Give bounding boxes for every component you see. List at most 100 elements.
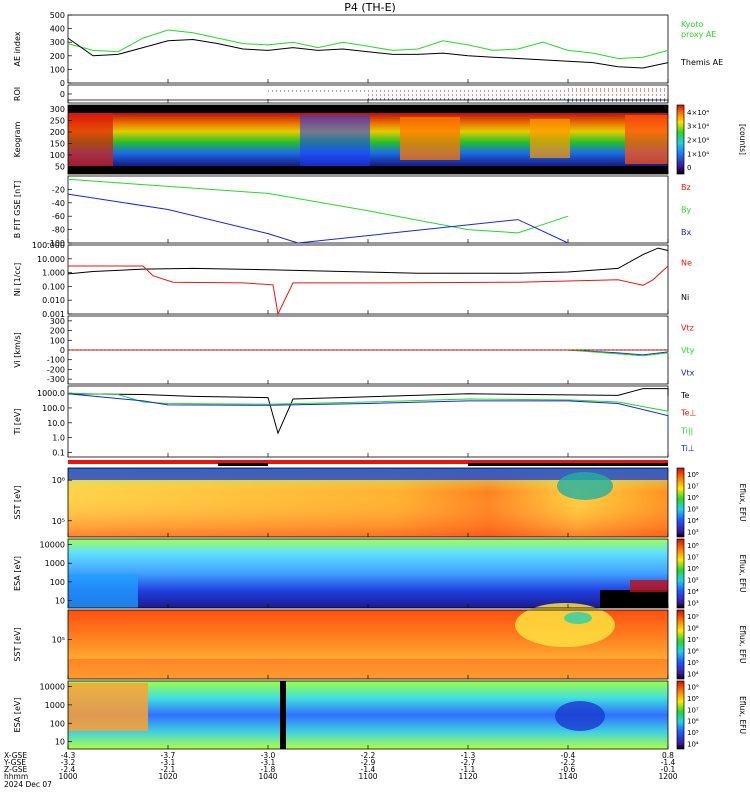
series-label: Ne	[681, 258, 692, 267]
footer-value: -1.4	[361, 765, 376, 774]
footer-value: -1.4	[661, 758, 676, 767]
series-label: Themis AE	[680, 58, 723, 67]
series-label: Te⊥	[680, 409, 696, 418]
sst-ion-lowcount-band	[68, 468, 668, 480]
y-tick-label: 300	[50, 38, 65, 47]
panel-frame-ni	[67, 244, 669, 315]
series-line-bfit	[67, 178, 569, 234]
colorbar-tick-label: 10⁶	[687, 718, 699, 726]
colorbar-tick-label: 10⁸	[687, 542, 699, 550]
sst-electron-blob	[515, 603, 615, 647]
footer-value: 1000	[58, 772, 77, 781]
panel-frame-ae	[67, 14, 669, 84]
y-tick-label: 10000	[40, 541, 65, 550]
series-label: Te	[680, 391, 690, 400]
y-axis-label: SST [eV]	[13, 485, 22, 519]
y-tick-label: 200	[50, 128, 65, 137]
footer-value: 1040	[258, 772, 277, 781]
colorbar-label: Eflux, EFU	[738, 626, 747, 664]
y-tick-label: 1.0	[52, 434, 65, 443]
footer-value: -3.7	[161, 751, 176, 760]
y-tick-label: -40	[52, 199, 65, 208]
colorbar-esa_i	[676, 538, 685, 609]
footer-value: 1120	[458, 772, 477, 781]
footer-row-label: hhmm	[4, 772, 28, 781]
footer-value: 0.8	[662, 751, 674, 760]
y-tick-label: -20	[52, 185, 65, 194]
footer-value: -2.9	[361, 758, 376, 767]
colorbar-tick-label: 10⁵	[687, 576, 699, 584]
series-label: Vtz	[681, 323, 694, 332]
y-tick-label: 10.0	[47, 419, 65, 428]
footer-value: -3.2	[61, 758, 76, 767]
footer-value: -0.1	[661, 765, 676, 774]
esa-ion-dropout	[600, 590, 668, 608]
series-label: Vtx	[681, 369, 695, 378]
colorbar-tick-label: 10⁴	[687, 670, 699, 678]
keogram-aurora-band	[530, 119, 570, 158]
state-bar-segment	[468, 463, 668, 466]
y-tick-label: -60	[52, 212, 65, 221]
colorbar-sst_i	[676, 467, 685, 538]
plot-title: P4 (TH-E)	[344, 1, 396, 14]
series-label: Bz	[681, 183, 691, 192]
series-label: By	[681, 206, 691, 215]
y-tick-label: 100	[50, 336, 65, 345]
y-tick-label: 500	[50, 11, 65, 20]
y-tick-label: -100	[47, 239, 65, 248]
series-line-ae	[67, 37, 669, 69]
footer-value: -3.0	[261, 751, 276, 760]
footer-value: 1140	[558, 772, 577, 781]
y-tick-label: 10	[55, 597, 65, 606]
series-label: Vty	[681, 346, 695, 355]
colorbar-tick-label: 10⁶	[687, 565, 699, 573]
y-tick-label: 0	[60, 90, 65, 99]
keogram-aurora-band	[68, 113, 113, 166]
y-tick-label: 1.000	[42, 269, 65, 278]
esa-ion-fill	[68, 539, 668, 608]
colorbar-sst_e	[676, 609, 685, 680]
footer-value: -3.1	[161, 758, 176, 767]
y-tick-label: 10⁵	[52, 517, 65, 526]
colorbar-tick-label: 10³	[687, 599, 699, 607]
colorbar-tick-label: 2×10⁴	[687, 137, 709, 145]
series-label: proxy AE	[681, 30, 716, 39]
sst-electron-high	[68, 659, 668, 679]
colorbar-label: Eflux, EFU	[738, 555, 747, 593]
footer-row-label: Z-GSE	[4, 765, 28, 774]
y-tick-label: 300	[50, 317, 65, 326]
colorbar-label: Eflux, EFU	[738, 696, 747, 734]
y-tick-label: 100.0	[42, 404, 65, 413]
footer-value: 1020	[158, 772, 177, 781]
y-tick-label: 200	[50, 327, 65, 336]
footer-value: -2.4	[61, 765, 76, 774]
footer-value: -2.2	[361, 751, 376, 760]
colorbar-tick-label: 10⁴	[687, 740, 699, 748]
footer-value: -2.7	[461, 758, 476, 767]
y-axis-label: SST [eV]	[13, 627, 22, 661]
footer-value: -0.4	[561, 751, 576, 760]
y-tick-label: 10⁵	[52, 636, 65, 645]
series-label: Ni	[681, 293, 689, 302]
colorbar-esa_e	[676, 680, 685, 750]
keogram-aurora-band	[625, 115, 668, 164]
series-line-ti	[67, 388, 669, 435]
y-axis-label: ROI	[13, 87, 22, 101]
colorbar-tick-label: 10⁹	[687, 684, 699, 692]
colorbar-label: [counts]	[738, 124, 747, 155]
colorbar-tick-label: 0	[687, 164, 691, 172]
series-line-ni	[67, 247, 669, 275]
y-tick-label: 150	[50, 140, 65, 149]
y-tick-label: -200	[47, 365, 65, 374]
colorbar-tick-label: 10⁸	[687, 471, 699, 479]
y-axis-label: Vi [km/s]	[13, 332, 22, 368]
series-label: Ti⊥	[680, 444, 695, 453]
colorbar-tick-label: 10⁸	[687, 695, 699, 703]
y-tick-label: 50	[55, 163, 65, 172]
esa-ion-region	[68, 574, 138, 608]
colorbar-keogram	[676, 104, 685, 175]
y-tick-label: 0.001	[42, 310, 65, 319]
state-bar-segment	[218, 463, 268, 466]
y-tick-label: 250	[50, 117, 65, 126]
colorbar-tick-label: 10⁷	[687, 706, 699, 714]
